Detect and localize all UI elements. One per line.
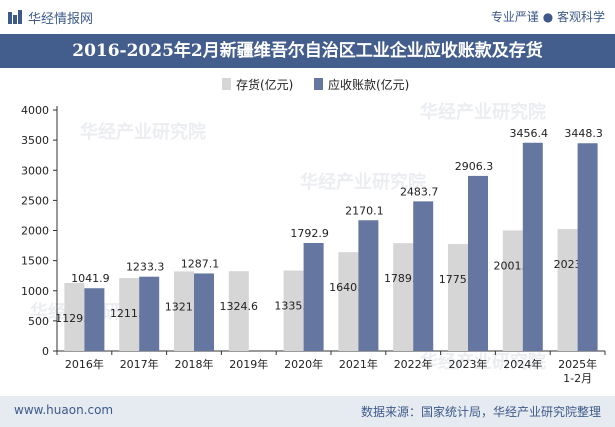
title-bar: 2016-2025年2月新疆维吾尔自治区工业企业应收账款及存货 <box>0 34 615 68</box>
inventory-bar <box>228 271 249 351</box>
legend-label-inventory: 存货(亿元) <box>236 77 293 92</box>
watermark-text: 华经产业研究院 <box>420 101 546 123</box>
y-tick-label: 3000 <box>21 164 49 177</box>
y-tick-label: 500 <box>28 315 49 328</box>
footer-site: www.huaon.com <box>14 403 114 417</box>
slogan: 专业严谨 ● 客观科学 <box>490 10 605 24</box>
footer: www.huaon.com 数据来源：国家统计局，华经产业研究院整理 <box>0 396 615 427</box>
inventory-bar <box>393 243 414 351</box>
receivable-bar <box>522 142 543 351</box>
y-tick-label: 2000 <box>21 225 49 238</box>
x-category-label: 1-2月 <box>563 372 592 385</box>
legend-label-receivable: 应收账款(亿元) <box>328 77 409 92</box>
x-category-label: 2018年 <box>175 357 214 371</box>
inventory-value-label: 1640.9 <box>329 281 368 294</box>
y-tick-label: 0 <box>42 345 49 358</box>
receivable-bar <box>139 276 160 351</box>
receivable-value-label: 2906.3 <box>455 160 494 173</box>
brand-name: 华经情报网 <box>28 12 94 27</box>
inventory-value-label: 2001.2 <box>494 259 533 272</box>
inventory-value-label: 1129.5 <box>55 312 94 325</box>
inventory-bar <box>64 282 85 351</box>
inventory-bar <box>119 277 140 351</box>
watermark-text: 华经产业研究院 <box>80 121 206 143</box>
inventory-value-label: 1335.1 <box>274 300 313 313</box>
inventory-value-label: 1789.9 <box>384 272 423 285</box>
y-tick-label: 3500 <box>21 134 49 147</box>
x-category-label: 2021年 <box>339 357 378 371</box>
inventory-bar <box>174 271 194 351</box>
y-tick-label: 2500 <box>21 194 49 207</box>
huajing-logo-icon <box>8 9 22 24</box>
inventory-value-label: 1321.1 <box>165 300 204 313</box>
x-category-label: 2022年 <box>394 357 433 371</box>
legend-swatch-receivable <box>314 78 323 90</box>
receivable-value-label: 1792.9 <box>290 227 329 240</box>
bar-chart: 华经产业研究院华经产业研究院华经产业研究院华经产业研究院华经产业研究院05001… <box>21 77 606 385</box>
watermark-text: 华经产业研究院 <box>420 351 546 373</box>
watermark-text: 华经产业研究院 <box>300 171 426 193</box>
receivable-bar <box>413 201 434 351</box>
inventory-value-label: 1324.6 <box>220 300 259 313</box>
top-bar: 华经情报网 专业严谨 ● 客观科学 <box>0 0 615 34</box>
x-category-label: 2025年 <box>558 357 597 371</box>
x-category-label: 2024年 <box>503 357 542 371</box>
y-tick-label: 1000 <box>21 285 49 298</box>
inventory-bar <box>338 252 359 351</box>
inventory-bar <box>557 229 578 351</box>
receivable-bar <box>194 273 214 351</box>
receivable-value-label: 1041.9 <box>71 272 110 285</box>
inventory-value-label: 2023 <box>554 258 582 271</box>
receivable-value-label: 3448.3 <box>564 127 603 140</box>
inventory-value-label: 1211.8 <box>110 307 149 320</box>
receivable-value-label: 3456.4 <box>510 127 549 140</box>
receivable-value-label: 1233.3 <box>126 261 165 274</box>
receivable-value-label: 1287.1 <box>181 257 220 270</box>
footer-source: 数据来源：国家统计局，华经产业研究院整理 <box>360 405 601 419</box>
inventory-bar <box>283 270 304 351</box>
receivable-bar <box>84 288 105 351</box>
inventory-bar <box>448 244 468 351</box>
x-category-label: 2016年 <box>65 357 104 371</box>
receivable-value-label: 2170.1 <box>345 204 384 217</box>
x-category-label: 2019年 <box>229 357 268 371</box>
legend-swatch-inventory <box>222 78 231 90</box>
chart-title: 2016-2025年2月新疆维吾尔自治区工业企业应收账款及存货 <box>72 41 543 61</box>
inventory-value-label: 1775.1 <box>439 273 478 286</box>
receivable-value-label: 2483.7 <box>400 185 439 198</box>
receivable-bar <box>577 143 598 351</box>
x-category-label: 2017年 <box>120 357 159 371</box>
y-tick-label: 4000 <box>21 104 49 117</box>
receivable-bar <box>468 175 488 351</box>
x-category-label: 2023年 <box>449 357 488 371</box>
receivable-bar <box>303 242 324 351</box>
brand: 华经情报网 <box>8 8 93 27</box>
x-category-label: 2020年 <box>284 357 323 371</box>
y-tick-label: 1500 <box>21 255 49 268</box>
inventory-bar <box>502 230 523 351</box>
receivable-bar <box>358 220 379 351</box>
